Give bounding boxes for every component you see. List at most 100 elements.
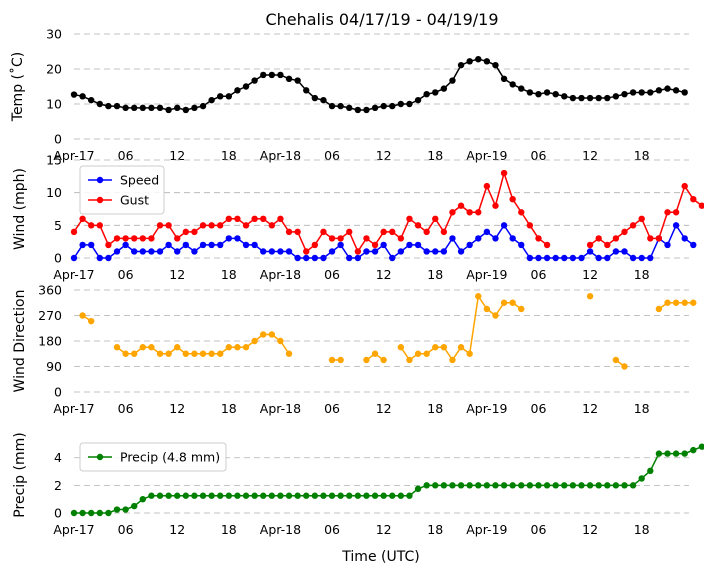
- precip-x-tick-label: 18: [427, 522, 443, 537]
- wind-data-point: [139, 235, 147, 242]
- temp-data-point: [681, 89, 688, 96]
- wind-data-point: [406, 215, 413, 222]
- precip-data-point: [268, 492, 276, 499]
- wind-y-tick-label: 0: [54, 251, 62, 266]
- precip-x-tick-label: 12: [376, 522, 392, 537]
- precip-data-point: [604, 482, 611, 489]
- wind-data-point: [208, 241, 215, 249]
- wind-data-point: [199, 222, 207, 229]
- wind-data-point: [449, 209, 456, 216]
- wind-data-point: [363, 235, 370, 242]
- dir-data-point: [457, 344, 465, 351]
- precip-x-tick-label: 06: [324, 522, 340, 537]
- precip-data-point: [354, 492, 362, 499]
- wind-x-tick-label: 18: [634, 267, 650, 282]
- precip-data-point: [225, 492, 233, 499]
- wind-data-point: [612, 248, 620, 255]
- precip-data-point: [457, 482, 465, 489]
- wind-x-tick-label: 12: [582, 267, 598, 282]
- temp-data-point: [337, 102, 344, 110]
- wind-data-point: [268, 248, 276, 255]
- temp-data-point: [165, 106, 172, 114]
- temp-data-point: [88, 96, 95, 104]
- temp-data-point: [492, 61, 499, 69]
- wind-data-point: [225, 235, 233, 242]
- wind-data-point: [234, 215, 241, 222]
- temp-x-tick-label: Apr-19: [466, 148, 507, 163]
- wind-data-point: [346, 228, 353, 236]
- wind-data-point: [277, 248, 284, 255]
- precip-data-point: [647, 467, 654, 475]
- wind-data-point: [457, 248, 465, 255]
- temp-data-point: [655, 87, 663, 94]
- dir-data-point: [672, 299, 680, 306]
- precip-data-point: [346, 492, 353, 499]
- wind-data-point: [70, 254, 78, 262]
- wind-data-point: [449, 235, 456, 242]
- precip-x-tick-label: Apr-18: [260, 522, 301, 537]
- wind-data-point: [543, 254, 551, 262]
- dir-data-point: [690, 299, 697, 306]
- temp-data-point: [432, 89, 439, 96]
- temp-data-point: [569, 94, 577, 102]
- dir-data-point: [277, 337, 284, 345]
- wind-data-point: [672, 222, 680, 229]
- dir-data-point: [217, 350, 224, 357]
- dir-data-point: [440, 344, 448, 351]
- precip-data-point: [113, 506, 121, 513]
- wind-series-gust: [70, 169, 704, 255]
- temp-data-point: [156, 104, 164, 112]
- wind-data-point: [647, 254, 654, 262]
- precip-series-precip: [70, 443, 704, 517]
- wind-legend-label: Speed: [120, 173, 159, 188]
- wind-data-point: [389, 228, 396, 236]
- temp-data-point: [586, 94, 594, 102]
- dir-data-point: [208, 350, 215, 357]
- dir-y-axis-label: Wind Direction: [12, 290, 28, 393]
- temp-data-point: [105, 102, 112, 110]
- precip-data-point: [182, 492, 190, 499]
- temp-y-tick-label: 0: [54, 132, 62, 147]
- wind-data-point: [88, 241, 95, 249]
- dir-data-point: [139, 344, 147, 351]
- wind-data-point: [621, 248, 628, 255]
- temp-data-point: [509, 81, 516, 88]
- temp-data-point: [604, 94, 611, 102]
- temp-data-point: [475, 56, 482, 63]
- precip-data-point: [397, 492, 405, 499]
- wind-data-point: [260, 215, 267, 222]
- wind-data-point: [285, 228, 293, 236]
- precip-data-point: [131, 502, 138, 510]
- wind-data-point: [311, 241, 319, 249]
- wind-data-point: [122, 241, 129, 249]
- wind-data-point: [578, 254, 585, 262]
- wind-data-point: [191, 248, 198, 255]
- wind-data-point: [208, 222, 215, 229]
- wind-data-point: [303, 254, 310, 262]
- wind-data-point: [406, 241, 413, 249]
- wind-data-point: [217, 222, 224, 229]
- wind-data-point: [96, 254, 104, 262]
- precip-data-point: [552, 482, 559, 489]
- wind-data-point: [131, 248, 138, 255]
- dir-x-tick-label: 06: [531, 401, 547, 416]
- dir-y-tick-label: 180: [38, 334, 62, 349]
- wind-data-point: [165, 241, 172, 249]
- wind-legend-marker: [96, 176, 104, 184]
- precip-legend-label: Precip (4.8 mm): [120, 450, 220, 465]
- temp-data-point: [500, 75, 508, 83]
- temp-data-point: [612, 93, 620, 100]
- temp-data-point: [423, 91, 430, 98]
- dir-x-tick-label: 12: [376, 401, 392, 416]
- precip-data-point: [518, 482, 525, 489]
- dir-x-tick-label: 12: [169, 401, 185, 416]
- temp-data-point: [518, 85, 525, 92]
- temp-data-point: [638, 89, 645, 96]
- dir-data-point: [380, 356, 387, 364]
- wind-data-point: [225, 215, 233, 222]
- precip-data-point: [621, 482, 628, 489]
- precip-data-point: [139, 495, 147, 503]
- wind-data-point: [371, 241, 379, 249]
- wind-data-point: [294, 254, 301, 262]
